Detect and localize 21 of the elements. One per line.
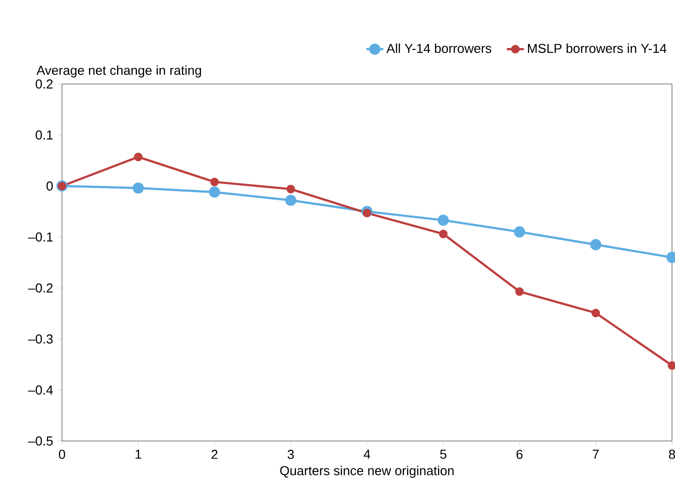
y-tick-label: 0.1 [36, 130, 53, 140]
x-tick-label: 5 [440, 450, 446, 459]
x-tick-label: 7 [592, 450, 599, 459]
x-axis-title: Quarters since new origination [280, 466, 454, 478]
x-tick-label: 2 [212, 450, 218, 459]
x-tick-label: 8 [668, 450, 675, 459]
legend-label: All Y-14 borrowers [386, 43, 492, 53]
x-tick-label: 3 [288, 450, 294, 459]
y-axis-title: Average net change in rating [36, 65, 202, 78]
x-tick-label: 4 [364, 450, 370, 459]
y-tick-label: –0.4 [28, 385, 53, 395]
y-tick-label: 0 [46, 181, 53, 191]
y-tick-label: –0.1 [28, 232, 53, 242]
y-tick-label: –0.2 [28, 283, 53, 293]
x-tick-label: 0 [58, 450, 66, 459]
x-tick-label: 6 [516, 450, 523, 459]
y-tick-label: 0.2 [36, 79, 53, 89]
y-tick-label: –0.3 [28, 334, 53, 344]
x-tick-label: 1 [136, 450, 142, 459]
y-tick-label: –0.5 [28, 436, 53, 446]
legend-label: MSLP borrowers in Y-14 [528, 43, 666, 53]
